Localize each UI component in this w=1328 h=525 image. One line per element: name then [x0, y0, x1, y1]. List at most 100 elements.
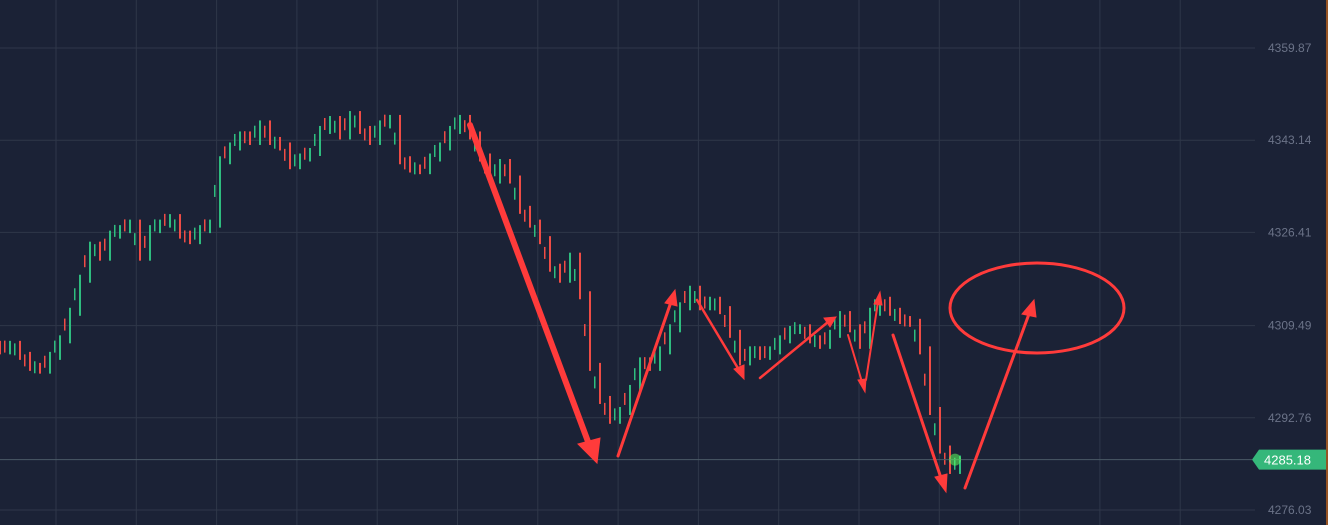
candle-bar	[379, 120, 381, 145]
candle-bar	[729, 306, 731, 338]
candle-bar	[29, 351, 31, 371]
arrow-down-2	[695, 298, 741, 372]
candle-bar	[289, 142, 291, 170]
candle-bar	[454, 117, 456, 130]
arrowhead-icon	[577, 437, 601, 465]
candle-bar	[789, 325, 791, 344]
candle-bar	[414, 162, 416, 175]
candle-bar	[934, 423, 936, 436]
arrowhead-icon	[823, 316, 837, 328]
candle-bar	[364, 128, 366, 141]
candle-bar	[579, 252, 581, 300]
candle-bar	[269, 120, 271, 145]
candle-bar	[134, 233, 136, 246]
candle-bar	[324, 117, 326, 130]
candle-bar	[44, 355, 46, 368]
candle-bar	[719, 296, 721, 315]
candle-bar	[624, 392, 626, 405]
candle-bar	[854, 329, 856, 342]
candle-bar	[184, 230, 186, 243]
candle-bar	[404, 157, 406, 170]
candle-bar	[809, 324, 811, 344]
current-price-glow	[949, 453, 961, 466]
candle-bar	[434, 144, 436, 157]
arrow-down-1	[467, 122, 593, 450]
y-tick-label: 4359.87	[1268, 41, 1312, 55]
candle-bar	[814, 335, 816, 348]
candle-bar	[314, 133, 316, 146]
candle-bar	[879, 296, 881, 316]
candle-bar	[164, 213, 166, 226]
arrowhead-icon	[934, 473, 948, 494]
candle-bar	[249, 131, 251, 145]
candle-bar	[189, 230, 191, 245]
candle-bar	[219, 156, 221, 228]
candle-bar	[849, 311, 851, 333]
candle-bar	[104, 238, 106, 251]
candle-bar	[154, 219, 156, 232]
candle-bar	[784, 327, 786, 340]
candle-bar	[944, 452, 946, 465]
candle-bar	[739, 329, 741, 366]
candle-bar	[209, 219, 211, 234]
candle-bar	[34, 361, 36, 374]
candle-bar	[49, 351, 51, 374]
candle-bar	[449, 125, 451, 151]
candle-bar	[654, 351, 656, 364]
candle-bar	[744, 348, 746, 361]
candle-bar	[14, 343, 16, 356]
candle-bar	[919, 318, 921, 355]
candle-bar	[214, 184, 216, 197]
arrowhead-icon	[664, 288, 678, 307]
candle-bar	[639, 357, 641, 393]
candle-bar	[554, 266, 556, 279]
current-price-label: 4285.18	[1264, 453, 1311, 468]
candle-bar	[94, 244, 96, 257]
arrowhead-icon	[733, 364, 745, 381]
candle-bar	[294, 154, 296, 167]
candle-bar	[564, 260, 566, 273]
candle-bar	[494, 164, 496, 177]
candle-bar	[704, 296, 706, 309]
candle-bar	[279, 136, 281, 151]
candle-bar	[89, 241, 91, 283]
candle-bar	[514, 187, 516, 200]
candle-bar	[614, 408, 616, 421]
candle-bar	[384, 114, 386, 127]
candle-bar	[359, 111, 361, 134]
candle-bar	[304, 147, 306, 160]
arrowhead-icon	[857, 378, 867, 394]
candle-bar	[439, 142, 441, 162]
candle-bar	[224, 146, 226, 159]
candle-bar	[229, 142, 231, 165]
candle-bar	[254, 125, 256, 138]
price-tag-shape	[1252, 449, 1326, 470]
candle-bar	[389, 114, 391, 129]
candle-bar	[924, 373, 926, 386]
candle-bar	[374, 125, 376, 138]
annotations	[467, 122, 1126, 494]
candle-bar	[834, 317, 836, 330]
arrow-up-1	[616, 300, 673, 458]
candle-bar	[69, 307, 71, 344]
candle-bar	[694, 291, 696, 304]
candle-bar	[724, 314, 726, 327]
candle-bar	[754, 346, 756, 359]
candle-bar	[369, 125, 371, 145]
candle-bar	[859, 324, 861, 349]
candle-bar	[589, 291, 591, 371]
candle-bar	[899, 307, 901, 325]
candle-bar	[794, 322, 796, 335]
candle-bar	[799, 324, 801, 334]
candle-bar	[444, 131, 446, 144]
candle-bar	[769, 346, 771, 360]
candle-bar	[619, 406, 621, 424]
candle-bar	[159, 219, 161, 234]
candle-bar	[804, 326, 806, 339]
candle-bar	[329, 116, 331, 134]
candle-bar	[914, 329, 916, 342]
candle-bar	[54, 340, 56, 353]
candle-bar	[679, 302, 681, 333]
candle-bar	[929, 346, 931, 415]
